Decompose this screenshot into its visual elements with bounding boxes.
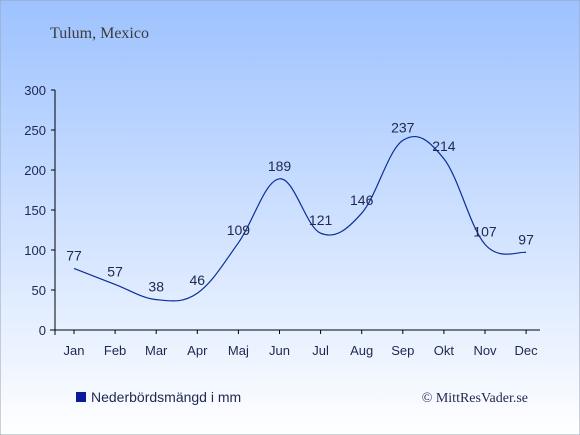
data-label: 57 [107,263,123,279]
y-tick-label: 0 [39,323,46,338]
x-tick-label: Jul [312,343,329,358]
x-tick-label: Maj [228,343,249,358]
data-label: 46 [190,272,206,288]
data-label: 121 [309,212,333,228]
y-tick-label: 200 [24,163,46,178]
copyright-text: © MittResVader.se [422,391,528,406]
data-label: 237 [391,119,415,135]
data-label: 109 [227,222,251,238]
chart-title: Tulum, Mexico [50,25,149,42]
x-tick-label: Sep [391,343,414,358]
x-tick-label: Nov [473,343,497,358]
data-label: 214 [432,138,456,154]
x-tick-label: Aug [350,343,373,358]
series-layer [73,135,527,302]
x-tick-label: Dec [515,343,539,358]
series-line [73,135,527,302]
x-tick-label: Mar [145,343,168,358]
x-tick-label: Jun [269,343,290,358]
y-tick-label: 250 [24,123,46,138]
y-tick-label: 150 [24,203,46,218]
legend-label: Nederbördsmängd i mm [91,389,241,405]
x-tick-label: Apr [187,343,208,358]
data-label: 189 [268,158,292,174]
data-label: 38 [148,279,164,295]
y-tick-label: 300 [24,83,46,98]
data-label: 107 [473,223,497,239]
legend-marker [76,392,86,402]
data-label: 77 [66,247,82,263]
axes: 0 50 100 150 200 250 300 Jan Feb Mar Apr Maj Jun Jul A… [24,83,540,358]
y-tick-label: 100 [24,243,46,258]
x-tick-label: Feb [104,343,126,358]
data-label: 146 [350,192,374,208]
y-tick-label: 50 [32,283,46,298]
data-label: 97 [518,231,534,247]
data-labels: 77 57 38 46 109 189 121 146 237 214 107 97 [66,119,534,294]
x-tick-label: Okt [434,343,455,358]
x-tick-label: Jan [64,343,85,358]
